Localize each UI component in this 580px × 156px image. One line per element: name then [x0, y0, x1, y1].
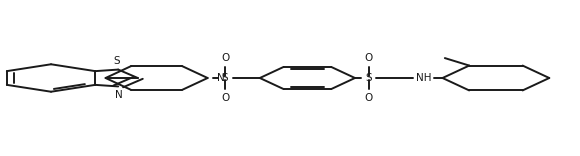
Text: S: S	[114, 56, 121, 66]
Text: O: O	[221, 53, 229, 63]
Text: S: S	[222, 73, 229, 83]
Text: O: O	[221, 93, 229, 103]
Text: N: N	[115, 90, 123, 100]
Text: O: O	[365, 93, 373, 103]
Text: N: N	[216, 73, 224, 83]
Text: NH: NH	[416, 73, 431, 83]
Text: O: O	[365, 53, 373, 63]
Text: S: S	[365, 73, 372, 83]
